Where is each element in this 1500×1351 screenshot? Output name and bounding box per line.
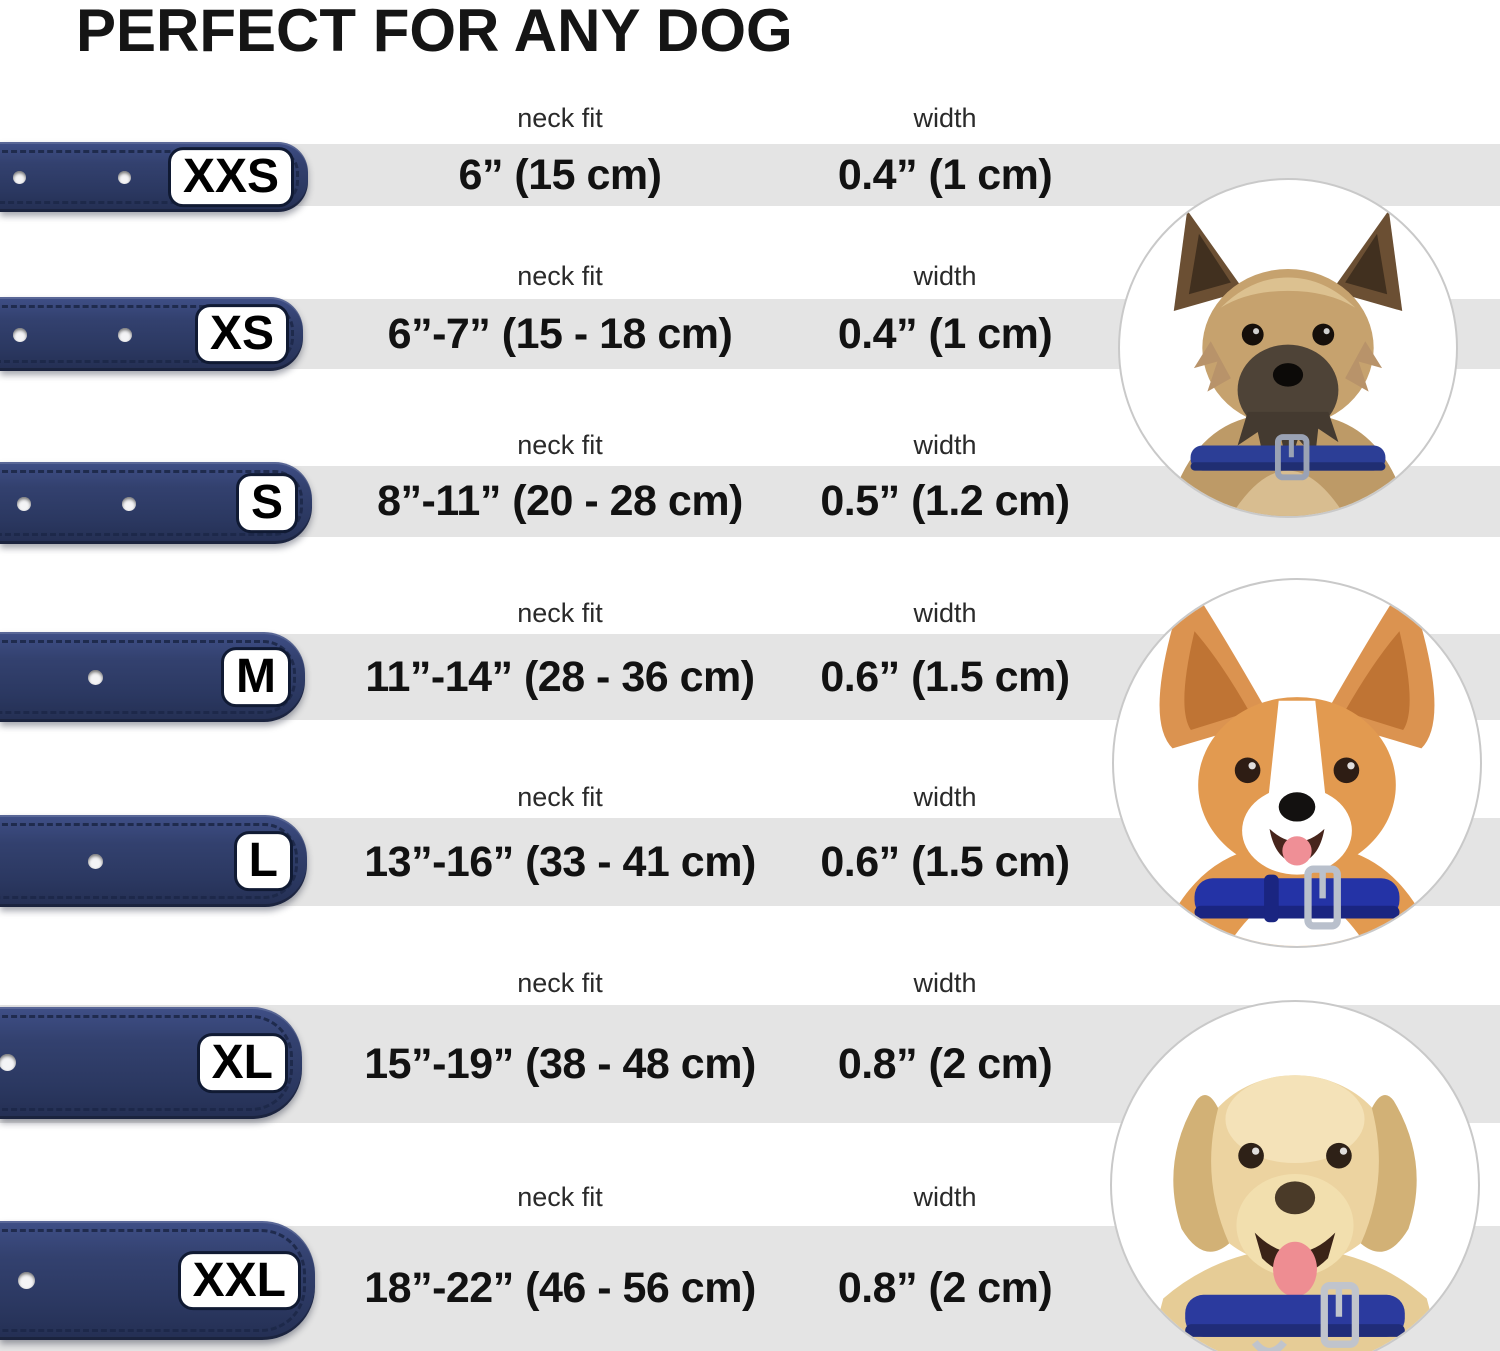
collar-graphic-xl: XL	[0, 1007, 302, 1119]
collar-graphic-xs: XS	[0, 297, 303, 371]
neck-fit-value: 6”-7” (15 - 18 cm)	[387, 309, 733, 358]
neck-fit-header: neck fit	[517, 1182, 603, 1212]
collar-hole	[88, 854, 103, 869]
labrador-dog-illustration	[1149, 1075, 1441, 1351]
width-header: width	[913, 261, 977, 291]
width-value: 0.8” (2 cm)	[837, 1264, 1053, 1312]
size-badge-xxl: XXL	[177, 1250, 301, 1311]
size-badge-xxs: XXS	[167, 147, 294, 207]
collar-graphic-xxs: XXS	[0, 142, 308, 212]
neck-fit-header: neck fit	[517, 782, 603, 812]
collar-stitching	[0, 640, 296, 714]
width-value: 0.4” (1 cm)	[837, 150, 1053, 199]
size-badge-s: S	[235, 473, 298, 533]
width-value: 0.6” (1.5 cm)	[820, 837, 1070, 886]
neck-fit-value: 18”-22” (46 - 56 cm)	[364, 1264, 756, 1312]
collar-hole	[13, 171, 26, 184]
collar-stitching	[0, 1015, 293, 1111]
neck-fit-value: 6” (15 cm)	[458, 150, 662, 199]
width-value: 0.5” (1.2 cm)	[820, 477, 1070, 525]
collar-hole	[13, 328, 27, 342]
width-header: width	[913, 1182, 977, 1212]
neck-fit-value: 13”-16” (33 - 41 cm)	[364, 837, 756, 886]
collar-stitching	[0, 150, 299, 204]
collar-hole	[122, 497, 136, 511]
labrador-dog-photo	[1110, 1000, 1480, 1351]
terrier-dog-photo	[1118, 178, 1458, 518]
width-value: 0.4” (1 cm)	[837, 309, 1053, 358]
collar-hole	[17, 497, 31, 511]
width-header: width	[913, 968, 977, 998]
width-header: width	[913, 103, 977, 133]
collar-hole	[118, 171, 131, 184]
size-badge-xl: XL	[196, 1033, 288, 1093]
collar-stitching	[0, 1229, 306, 1332]
collar-hole	[0, 1054, 16, 1071]
size-badge-xs: XS	[194, 304, 289, 364]
collar-graphic-xxl: XXL	[0, 1221, 315, 1340]
width-value: 0.6” (1.5 cm)	[820, 652, 1070, 701]
terrier-dog-illustration	[1167, 210, 1409, 516]
neck-fit-value: 15”-19” (38 - 48 cm)	[364, 1039, 756, 1088]
corgi-dog-illustration	[1157, 594, 1437, 946]
neck-fit-header: neck fit	[517, 261, 603, 291]
width-header: width	[913, 430, 977, 460]
width-header: width	[913, 782, 977, 812]
size-badge-m: M	[221, 647, 291, 707]
neck-fit-value: 8”-11” (20 - 28 cm)	[377, 477, 743, 525]
collar-stitching	[0, 823, 298, 899]
collar-hole	[18, 1272, 35, 1289]
collar-graphic-s: S	[0, 462, 312, 544]
page-title: PERFECT FOR ANY DOG	[76, 0, 793, 64]
neck-fit-header: neck fit	[517, 968, 603, 998]
collar-stitching	[0, 470, 303, 536]
collar-graphic-l: L	[0, 815, 307, 907]
neck-fit-header: neck fit	[517, 103, 603, 133]
width-header: width	[913, 598, 977, 628]
size-badge-l: L	[233, 831, 293, 891]
width-value: 0.8” (2 cm)	[837, 1039, 1053, 1088]
corgi-dog-photo	[1112, 578, 1482, 948]
collar-hole	[88, 670, 103, 685]
collar-hole	[118, 328, 132, 342]
collar-stitching	[0, 305, 294, 363]
neck-fit-header: neck fit	[517, 430, 603, 460]
neck-fit-header: neck fit	[517, 598, 603, 628]
collar-graphic-m: M	[0, 632, 305, 722]
neck-fit-value: 11”-14” (28 - 36 cm)	[365, 652, 755, 701]
